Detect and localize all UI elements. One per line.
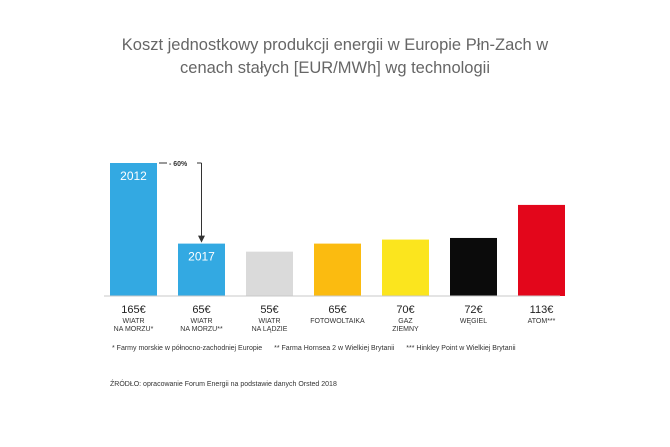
category-label-6-line-1: WĘGIEL — [460, 318, 487, 325]
footnotes: * Farmy morskie w północno-zachodniej Eu… — [112, 345, 552, 352]
value-label-1: 165€ — [121, 304, 145, 316]
bars-group: 2012 2017 — [110, 163, 565, 296]
category-label-3-line-2: NA LĄDZIE — [252, 326, 288, 333]
category-label-1-line-1: WIATR — [122, 318, 144, 325]
value-label-5: 70€ — [396, 304, 414, 316]
annotation-arrowhead — [198, 235, 205, 243]
category-label-7-line-1: ATOM*** — [528, 318, 556, 325]
category-label-3-line-1: WIATR — [258, 318, 280, 325]
value-label-6: 72€ — [464, 304, 482, 316]
reduction-annotation: - 60% — [159, 161, 205, 243]
category-label-5-line-2: ZIEMNY — [392, 326, 419, 333]
bar-6 — [450, 237, 497, 296]
bar-4 — [314, 243, 361, 296]
footnote-2: ** Farma Hornsea 2 w Wielkiej Brytanii — [274, 345, 395, 352]
value-label-7: 113€ — [530, 304, 554, 316]
chart-title-line-1: Koszt jednostkowy produkcji energii w Eu… — [121, 36, 549, 54]
bar-year-label-1: 2012 — [120, 169, 147, 183]
footnote-1: * Farmy morskie w północno-zachodniej Eu… — [112, 345, 263, 352]
bar-1 — [110, 163, 157, 296]
chart-title: Koszt jednostkowy produkcji energii w Eu… — [0, 34, 670, 80]
annotation-label: - 60% — [169, 161, 188, 168]
bar-7 — [518, 204, 565, 296]
category-label-4-line-1: FOTOWOLTAIKA — [310, 318, 365, 325]
bar-3 — [246, 251, 293, 296]
category-label-5-line-1: GAZ — [398, 318, 413, 325]
category-label-2-line-1: WIATR — [190, 318, 212, 325]
category-label-2-line-2: NA MORZU** — [180, 326, 223, 333]
bar-5 — [382, 239, 429, 296]
value-label-2: 65€ — [192, 304, 210, 316]
bar-2 — [178, 243, 225, 296]
value-label-3: 55€ — [260, 304, 278, 316]
value-label-4: 65€ — [328, 304, 346, 316]
chart-title-line-2: cenach stałych [EUR/MWh] wg technologii — [180, 59, 490, 77]
footnote-3: *** Hinkley Point w Wielkiej Brytanii — [406, 345, 516, 352]
category-label-1-line-2: NA MORZU* — [114, 326, 154, 333]
bar-year-label-2: 2017 — [188, 250, 215, 264]
source-note: ŹRÓDŁO: opracowanie Forum Energii na pod… — [110, 381, 337, 388]
